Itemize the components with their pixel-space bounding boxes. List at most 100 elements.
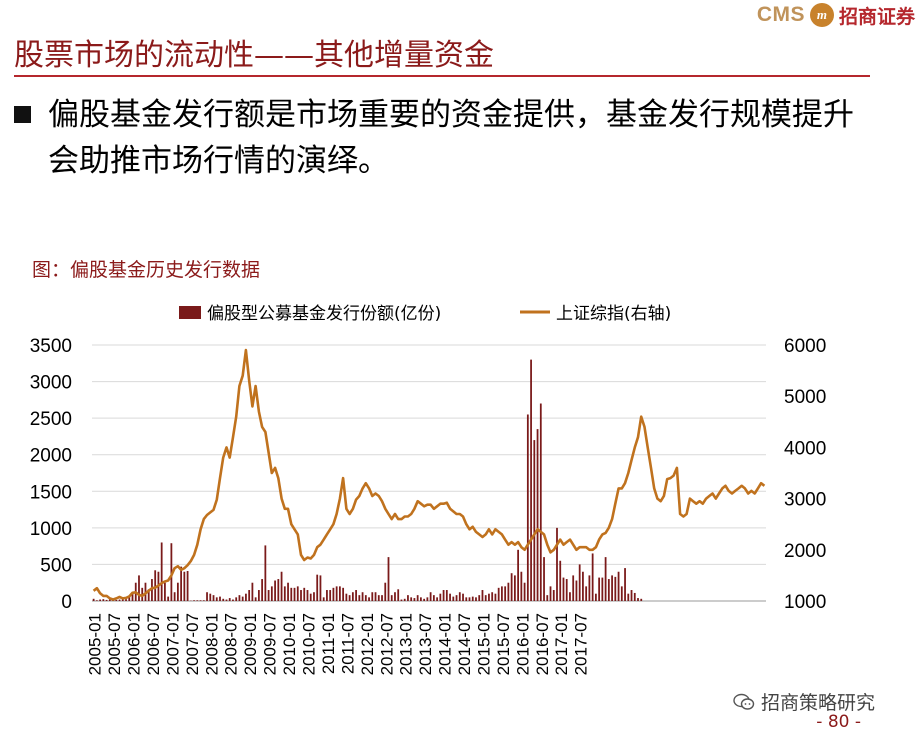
y-right-tick-label: 2000 (784, 541, 826, 562)
issuance-bar (319, 575, 322, 601)
issuance-bar (202, 600, 205, 601)
y-right-tick-label: 1000 (784, 592, 826, 613)
x-tick-label: 2010-07 (299, 613, 318, 675)
issuance-bar (326, 590, 328, 601)
issuance-bar (99, 599, 101, 601)
issuance-bar (549, 586, 552, 601)
issuance-bar (384, 582, 387, 601)
issuance-bar (270, 586, 273, 601)
issuance-bar (416, 595, 419, 601)
issuance-bar (517, 549, 520, 601)
issuance-bar (513, 575, 516, 601)
issuance-bar (494, 593, 497, 601)
issuance-bar (429, 592, 432, 601)
issuance-bar (420, 597, 422, 601)
legend-line-label: 上证综指(右轴) (556, 304, 671, 324)
issuance-bar (167, 596, 170, 601)
issuance-bar (397, 589, 400, 601)
issuance-bar (403, 598, 406, 601)
issuance-bar (219, 596, 221, 601)
issuance-bar (108, 599, 111, 601)
issuance-bar (245, 593, 247, 601)
slide-title: 股票市场的流动性——其他增量资金 (14, 38, 494, 73)
issuance-bar (303, 587, 306, 601)
issuance-bar (313, 592, 315, 601)
issuance-bar (624, 568, 626, 601)
issuance-bar (620, 586, 623, 601)
issuance-bar (462, 593, 464, 601)
issuance-bar (582, 571, 584, 601)
issuance-bar (458, 592, 461, 601)
issuance-bar (481, 590, 484, 601)
issuance-bar (452, 596, 455, 601)
issuance-bar (442, 590, 445, 601)
issuance-bar (607, 579, 610, 601)
issuance-bar (338, 586, 341, 601)
issuance-bar (578, 564, 581, 601)
title-divider (14, 75, 870, 77)
issuance-bar (131, 593, 134, 601)
issuance-bar (300, 590, 302, 601)
x-tick-label: 2006-01 (125, 613, 144, 675)
issuance-bar (449, 593, 451, 601)
issuance-bar (92, 598, 95, 601)
issuance-bar (102, 599, 105, 601)
issuance-bar (267, 590, 270, 601)
issuance-bar (277, 579, 280, 601)
issuance-bar (316, 574, 319, 601)
logo-cms-text: CMS (756, 3, 805, 26)
shanghai-index-line (92, 348, 766, 601)
logo-emblem-icon: m (809, 3, 834, 27)
y-left-tick-label: 1000 (30, 519, 72, 540)
issuance-bar (238, 595, 241, 601)
issuance-bar (138, 575, 140, 601)
issuance-bar (329, 590, 332, 601)
x-tick-label: 2015-07 (494, 613, 513, 675)
issuance-bar (222, 598, 225, 601)
bullet-point: 偏股基金发行额是市场重要的资金提供，基金发行规模提升会助推市场行情的演绎。 (14, 92, 884, 184)
issuance-bar (611, 575, 613, 601)
issuance-bar (552, 590, 555, 601)
issuance-bar (530, 359, 532, 601)
x-tick-label: 2012-07 (377, 613, 396, 675)
x-tick-label: 2014-07 (455, 613, 474, 675)
issuance-bar (497, 587, 500, 601)
legend-bar-swatch (179, 306, 201, 319)
page-number: - 80 - (816, 712, 861, 732)
issuance-bar (377, 595, 380, 601)
issuance-bar (598, 577, 601, 601)
issuance-bar (364, 595, 367, 601)
issuance-bar (426, 597, 429, 601)
x-tick-label: 2009-01 (241, 613, 260, 675)
issuance-bar (504, 586, 507, 601)
issuance-bar (154, 570, 157, 601)
issuance-bar (261, 579, 264, 601)
issuance-bar (274, 580, 276, 601)
y-left-tick-label: 3000 (30, 373, 72, 394)
issuance-bar (585, 586, 588, 601)
issuance-bar (215, 597, 218, 601)
issuance-bar (617, 571, 620, 601)
issuance-bar (125, 599, 127, 601)
issuance-bar (251, 582, 254, 601)
issuance-bar (633, 592, 636, 601)
issuance-bar (523, 582, 526, 601)
issuance-bar (478, 595, 481, 601)
issuance-bar (193, 600, 195, 601)
issuance-bar (95, 600, 98, 601)
y-left-tick-label: 2500 (30, 409, 72, 430)
x-tick-label: 2010-01 (280, 613, 299, 675)
issuance-bar (471, 596, 474, 601)
issuance-bar (559, 560, 562, 601)
issuance-bar (371, 592, 374, 601)
company-logo: CMS m 招商证券 (757, 2, 915, 28)
issuance-bar (186, 571, 189, 601)
issuance-bar (248, 590, 251, 601)
legend-bar-label: 偏股型公募基金发行份额(亿份) (207, 304, 441, 324)
issuance-bar (520, 571, 523, 601)
issuance-bar (387, 557, 390, 601)
issuance-bar (543, 557, 545, 601)
issuance-bar (604, 557, 607, 601)
issuance-bar (128, 596, 131, 601)
x-tick-label: 2011-07 (338, 613, 357, 674)
